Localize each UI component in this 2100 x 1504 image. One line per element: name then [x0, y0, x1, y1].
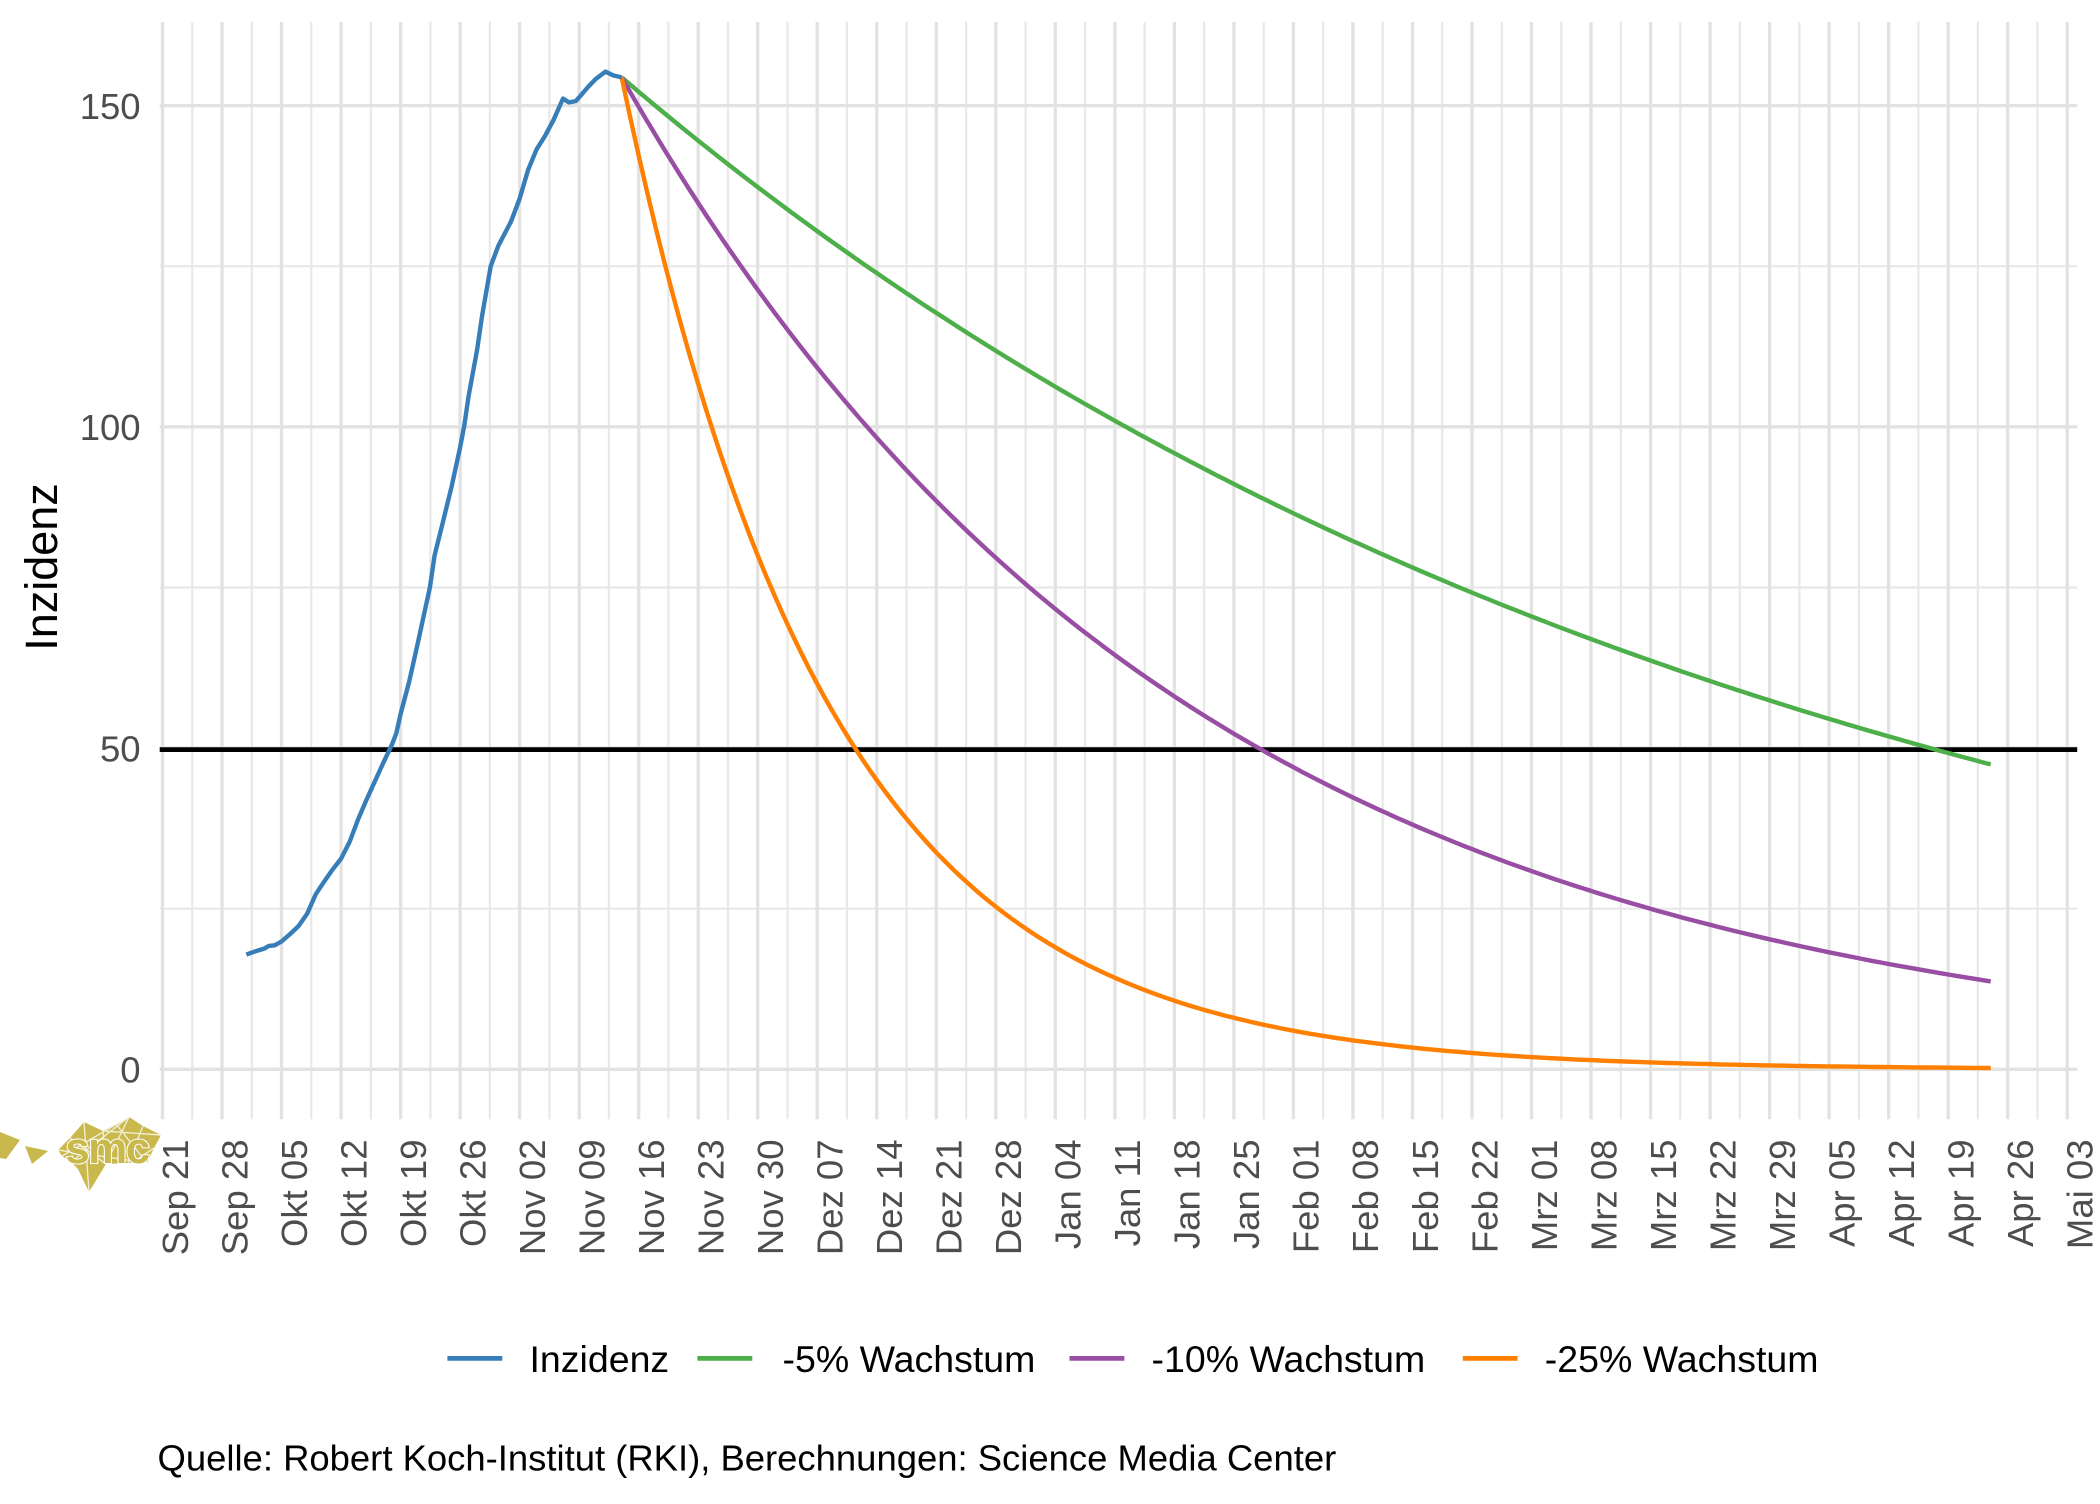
svg-text:150: 150 [80, 86, 141, 127]
svg-text:Apr 19: Apr 19 [1941, 1140, 1982, 1248]
svg-text:Okt 19: Okt 19 [393, 1140, 434, 1248]
svg-text:Feb 22: Feb 22 [1464, 1140, 1505, 1254]
svg-text:Jan 25: Jan 25 [1226, 1140, 1267, 1250]
svg-text:100: 100 [80, 407, 141, 448]
svg-text:Mrz 08: Mrz 08 [1583, 1140, 1624, 1252]
svg-text:Apr 05: Apr 05 [1821, 1140, 1862, 1248]
svg-text:Sep 21: Sep 21 [155, 1140, 196, 1256]
svg-text:Dez 07: Dez 07 [810, 1140, 851, 1256]
svg-text:Dez 21: Dez 21 [929, 1140, 970, 1256]
svg-text:Mrz 15: Mrz 15 [1643, 1140, 1684, 1252]
svg-text:Mrz 22: Mrz 22 [1702, 1140, 1743, 1252]
svg-text:Mrz 01: Mrz 01 [1524, 1140, 1565, 1252]
svg-text:-25% Wachstum: -25% Wachstum [1545, 1338, 1819, 1380]
svg-text:Feb 08: Feb 08 [1345, 1140, 1386, 1254]
svg-text:50: 50 [100, 728, 141, 769]
svg-text:Nov 30: Nov 30 [750, 1140, 791, 1256]
svg-text:Dez 14: Dez 14 [869, 1140, 910, 1256]
svg-text:-5% Wachstum: -5% Wachstum [783, 1338, 1036, 1380]
svg-text:Mrz 29: Mrz 29 [1762, 1140, 1803, 1252]
svg-text:Feb 01: Feb 01 [1286, 1140, 1327, 1254]
svg-text:Mai 03: Mai 03 [2060, 1140, 2100, 1250]
svg-text:Nov 16: Nov 16 [631, 1140, 672, 1256]
svg-text:Dez 28: Dez 28 [988, 1140, 1029, 1256]
svg-text:Apr 12: Apr 12 [1881, 1140, 1922, 1248]
svg-text:Quelle: Robert Koch-Institut (: Quelle: Robert Koch-Institut (RKI), Bere… [158, 1438, 1337, 1479]
svg-text:Inzidenz: Inzidenz [16, 483, 67, 651]
svg-text:0: 0 [120, 1050, 140, 1091]
svg-text:Nov 02: Nov 02 [512, 1140, 553, 1256]
svg-text:Nov 09: Nov 09 [572, 1140, 613, 1256]
svg-text:Sep 28: Sep 28 [214, 1140, 255, 1256]
svg-text:Okt 12: Okt 12 [333, 1140, 374, 1248]
svg-text:Nov 23: Nov 23 [691, 1140, 732, 1256]
svg-text:Feb 15: Feb 15 [1405, 1140, 1446, 1254]
svg-text:Okt 05: Okt 05 [274, 1140, 315, 1248]
svg-text:Apr 26: Apr 26 [2000, 1140, 2041, 1248]
svg-text:Jan 04: Jan 04 [1048, 1140, 1089, 1250]
svg-text:Inzidenz: Inzidenz [530, 1338, 670, 1380]
svg-text:Jan 11: Jan 11 [1107, 1140, 1148, 1247]
svg-text:Jan 18: Jan 18 [1167, 1140, 1208, 1250]
svg-text:Okt 26: Okt 26 [452, 1140, 493, 1248]
svg-text:smc: smc [65, 1124, 150, 1173]
svg-text:-10% Wachstum: -10% Wachstum [1152, 1338, 1426, 1380]
